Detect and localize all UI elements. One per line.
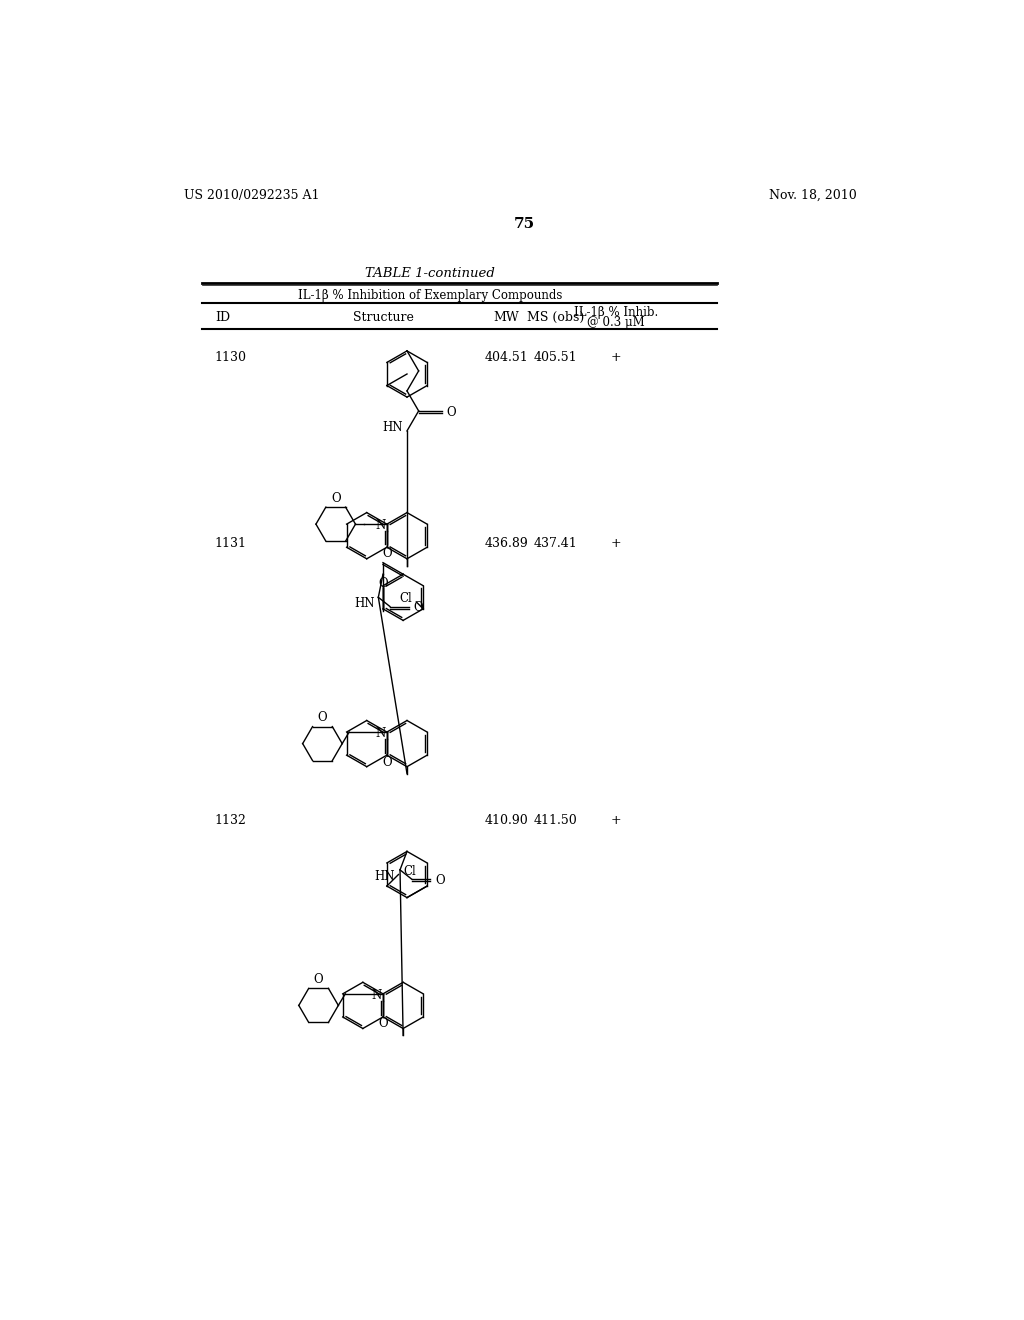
- Text: 404.51: 404.51: [484, 351, 528, 363]
- Text: ID: ID: [215, 312, 230, 325]
- Text: N: N: [376, 519, 386, 532]
- Text: HN: HN: [375, 870, 395, 883]
- Text: IL-1β % Inhibition of Exemplary Compounds: IL-1β % Inhibition of Exemplary Compound…: [298, 289, 562, 302]
- Text: MW: MW: [494, 312, 519, 325]
- Text: 410.90: 410.90: [484, 814, 528, 828]
- Text: 1132: 1132: [215, 814, 247, 828]
- Text: 405.51: 405.51: [534, 351, 578, 363]
- Text: US 2010/0292235 A1: US 2010/0292235 A1: [183, 189, 319, 202]
- Text: MS (obs): MS (obs): [527, 312, 585, 325]
- Text: N: N: [376, 727, 386, 741]
- Text: TABLE 1-continued: TABLE 1-continued: [366, 268, 496, 280]
- Text: O: O: [382, 546, 391, 560]
- Text: HN: HN: [383, 421, 403, 433]
- Text: +: +: [611, 351, 622, 363]
- Text: 411.50: 411.50: [534, 814, 578, 828]
- Text: O: O: [317, 711, 328, 725]
- Text: N: N: [372, 989, 382, 1002]
- Text: @ 0.3 μM: @ 0.3 μM: [588, 315, 645, 329]
- Text: O: O: [435, 874, 444, 887]
- Text: O: O: [331, 492, 341, 504]
- Text: HN: HN: [354, 597, 375, 610]
- Text: 75: 75: [514, 216, 536, 231]
- Text: Nov. 18, 2010: Nov. 18, 2010: [769, 189, 856, 202]
- Text: O: O: [414, 601, 423, 614]
- Text: 436.89: 436.89: [484, 537, 528, 550]
- Text: O: O: [378, 577, 388, 590]
- Text: IL-1β % Inhib.: IL-1β % Inhib.: [574, 306, 658, 319]
- Text: Structure: Structure: [353, 312, 414, 325]
- Text: Cl: Cl: [399, 591, 412, 605]
- Text: +: +: [611, 814, 622, 828]
- Text: O: O: [313, 973, 324, 986]
- Text: +: +: [611, 537, 622, 550]
- Text: 437.41: 437.41: [534, 537, 578, 550]
- Text: O: O: [382, 755, 391, 768]
- Text: O: O: [446, 405, 456, 418]
- Text: O: O: [378, 1018, 388, 1031]
- Text: Cl: Cl: [403, 865, 416, 878]
- Text: 1131: 1131: [215, 537, 247, 550]
- Text: 1130: 1130: [215, 351, 247, 363]
